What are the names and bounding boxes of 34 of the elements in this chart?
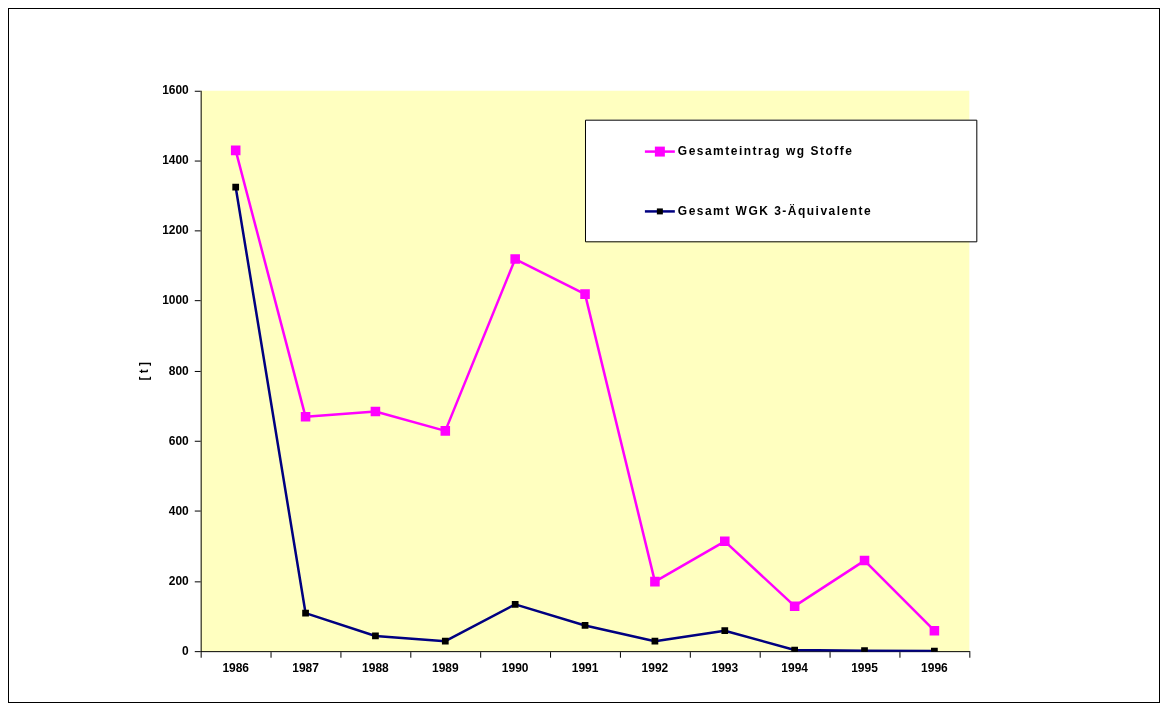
- x-tick-label: 1987: [292, 661, 320, 676]
- y-tick-label: 600: [168, 433, 190, 448]
- point: [789, 601, 800, 611]
- x-tick-label: 1988: [362, 661, 390, 676]
- y-tick-label: 1200: [162, 223, 190, 238]
- x-tick-label: 1996: [921, 661, 949, 676]
- x-tick-label: 1995: [851, 661, 879, 676]
- x-tick-label: 1990: [501, 661, 529, 676]
- point: [580, 289, 590, 299]
- y-tick-label: 1400: [162, 153, 190, 168]
- legend-label: Gesamt WGK 3-Äquivalente: [677, 202, 873, 218]
- point: [370, 406, 381, 417]
- point: [720, 536, 730, 547]
- y-tick-label: 1000: [162, 293, 190, 308]
- y-tick-label: 200: [168, 573, 190, 588]
- y-axis-title: [ t ]: [137, 361, 152, 381]
- y-tick-label: 800: [168, 363, 190, 378]
- y-tick-label: 400: [168, 503, 190, 518]
- point: [650, 576, 660, 587]
- point: [300, 412, 311, 422]
- x-tick-label: 1992: [641, 661, 669, 676]
- x-tick-label: 1993: [711, 661, 739, 676]
- y-tick-label: 1600: [162, 83, 190, 98]
- point: [440, 426, 451, 436]
- legend-label: Gesamteintrag wg Stoffe: [677, 143, 854, 158]
- x-tick-label: 1989: [431, 661, 459, 676]
- x-tick-label: 1986: [222, 661, 250, 676]
- point: [859, 555, 870, 566]
- point: [510, 254, 520, 264]
- x-tick-label: 1991: [571, 661, 599, 676]
- point: [929, 625, 940, 636]
- x-tick-label: 1994: [781, 661, 809, 676]
- y-tick-label: 0: [182, 644, 190, 659]
- point: [230, 145, 241, 156]
